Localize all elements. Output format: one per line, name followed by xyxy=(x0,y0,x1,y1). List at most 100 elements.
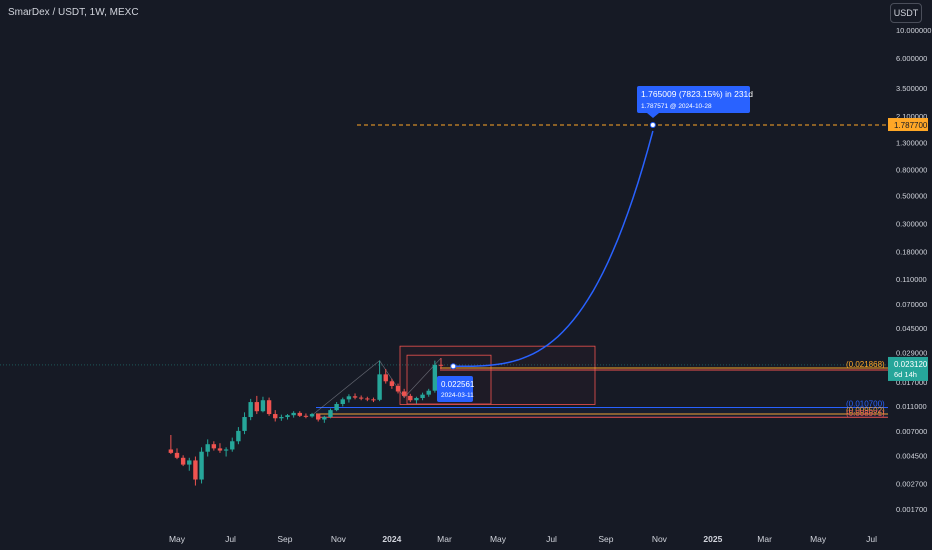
projection-label-box xyxy=(637,86,750,113)
candle-body xyxy=(205,444,210,452)
x-tick-label: May xyxy=(169,534,186,544)
range-box-small xyxy=(406,354,492,405)
y-tick-label: 0.800000 xyxy=(896,165,927,174)
y-tick-label: 0.004500 xyxy=(896,451,927,460)
y-tick-label: 0.500000 xyxy=(896,191,927,200)
candle-body xyxy=(395,385,401,392)
candle-body xyxy=(352,396,358,398)
current-price-label: 0.023120 xyxy=(894,360,928,369)
countdown-label: 6d 14h xyxy=(894,370,917,379)
candle-body xyxy=(254,402,260,412)
y-tick-label: 0.110000 xyxy=(896,275,927,284)
candle-body xyxy=(420,394,425,399)
candle-body xyxy=(334,403,339,411)
level-label: (0.009502) xyxy=(846,406,885,415)
candle-body xyxy=(273,414,278,419)
candle-body xyxy=(174,452,180,458)
candle-body xyxy=(383,374,388,382)
candle-body xyxy=(322,417,327,420)
currency-button[interactable]: USDT xyxy=(890,3,922,23)
y-tick-label: 1.300000 xyxy=(896,139,927,148)
candle-body xyxy=(309,414,315,417)
x-tick-label: Nov xyxy=(652,534,668,544)
current-price-badge xyxy=(888,356,928,381)
level-label: (0.021868) xyxy=(846,360,885,369)
y-tick-label: 0.029000 xyxy=(896,348,927,357)
candle-body xyxy=(438,364,444,366)
level-band xyxy=(316,407,888,418)
candle-body xyxy=(266,400,272,415)
x-tick-label: 2024 xyxy=(382,534,401,544)
x-tick-label: Jul xyxy=(546,534,557,544)
candle-body xyxy=(340,399,345,404)
projection-curve xyxy=(453,130,654,368)
range-box-large xyxy=(399,345,596,405)
candle-body xyxy=(168,449,174,453)
start-date-label: 2024-03-11 xyxy=(441,392,474,399)
y-tick-label: 0.045000 xyxy=(896,324,927,333)
candle-body xyxy=(297,412,302,416)
projection-target-label: 1.787571 @ 2024-10-28 xyxy=(641,103,712,110)
candle-body xyxy=(408,395,413,401)
projection-label-pointer xyxy=(647,113,659,118)
candle-body xyxy=(242,417,247,431)
candle-body xyxy=(211,444,217,449)
y-tick-label: 0.001700 xyxy=(896,505,927,514)
candle-body xyxy=(260,400,266,412)
projection-start-point xyxy=(450,363,457,370)
target-price-label: 1.787700 xyxy=(894,121,928,130)
candle-body xyxy=(248,402,253,418)
projection-change-label: 1.765009 (7823.15%) in 231d xyxy=(641,89,753,99)
candle-body xyxy=(279,417,284,419)
y-tick-label: 0.070000 xyxy=(896,300,927,309)
candle-body xyxy=(187,460,192,465)
level-label: (0.008971) xyxy=(846,409,885,418)
candle-body xyxy=(426,390,431,395)
candle-body xyxy=(401,391,407,396)
x-tick-label: Sep xyxy=(598,534,613,544)
candle-body xyxy=(389,381,395,386)
y-tick-label: 0.300000 xyxy=(896,220,927,229)
candle-body xyxy=(316,414,321,420)
y-tick-label: 6.000000 xyxy=(896,54,927,63)
x-tick-label: May xyxy=(810,534,827,544)
level-label: (0.010700) xyxy=(846,399,885,408)
candle-body xyxy=(358,397,364,399)
candle-body xyxy=(365,398,370,400)
candle-body xyxy=(328,410,333,418)
start-tooltip-box xyxy=(437,376,473,402)
candle-body xyxy=(432,364,438,391)
y-tick-label: 2.100000 xyxy=(896,112,927,121)
x-tick-label: Jul xyxy=(866,534,877,544)
start-value-label: 0.022561 xyxy=(441,380,475,389)
candle-body xyxy=(236,430,241,442)
y-tick-label: 0.011000 xyxy=(896,402,927,411)
y-tick-label: 0.180000 xyxy=(896,248,927,257)
candle-body xyxy=(291,412,296,416)
x-tick-label: Mar xyxy=(437,534,452,544)
candle-body xyxy=(346,396,352,400)
candle-body xyxy=(371,399,376,401)
y-tick-label: 0.002700 xyxy=(896,479,927,488)
target-price-badge xyxy=(888,118,928,132)
candle-body xyxy=(193,460,198,480)
projection-end-point xyxy=(649,122,656,129)
chart-title: SmarDex / USDT, 1W, MEXC xyxy=(8,7,139,18)
x-tick-label: 2025 xyxy=(703,534,722,544)
candle-body xyxy=(377,374,382,400)
candle-body xyxy=(414,398,419,401)
candle-body xyxy=(230,441,235,450)
candle-body xyxy=(199,451,204,480)
x-tick-label: Nov xyxy=(331,534,347,544)
y-tick-label: 0.017000 xyxy=(896,378,927,387)
candle-body xyxy=(303,415,309,417)
candle-body xyxy=(285,415,290,418)
y-tick-label: 10.000000 xyxy=(896,26,931,35)
candle-body xyxy=(223,449,229,451)
candle-body xyxy=(180,457,186,465)
candle-body xyxy=(217,448,223,451)
y-tick-label: 3.500000 xyxy=(896,84,927,93)
y-tick-label: 0.007000 xyxy=(896,427,927,436)
x-tick-label: Sep xyxy=(277,534,292,544)
